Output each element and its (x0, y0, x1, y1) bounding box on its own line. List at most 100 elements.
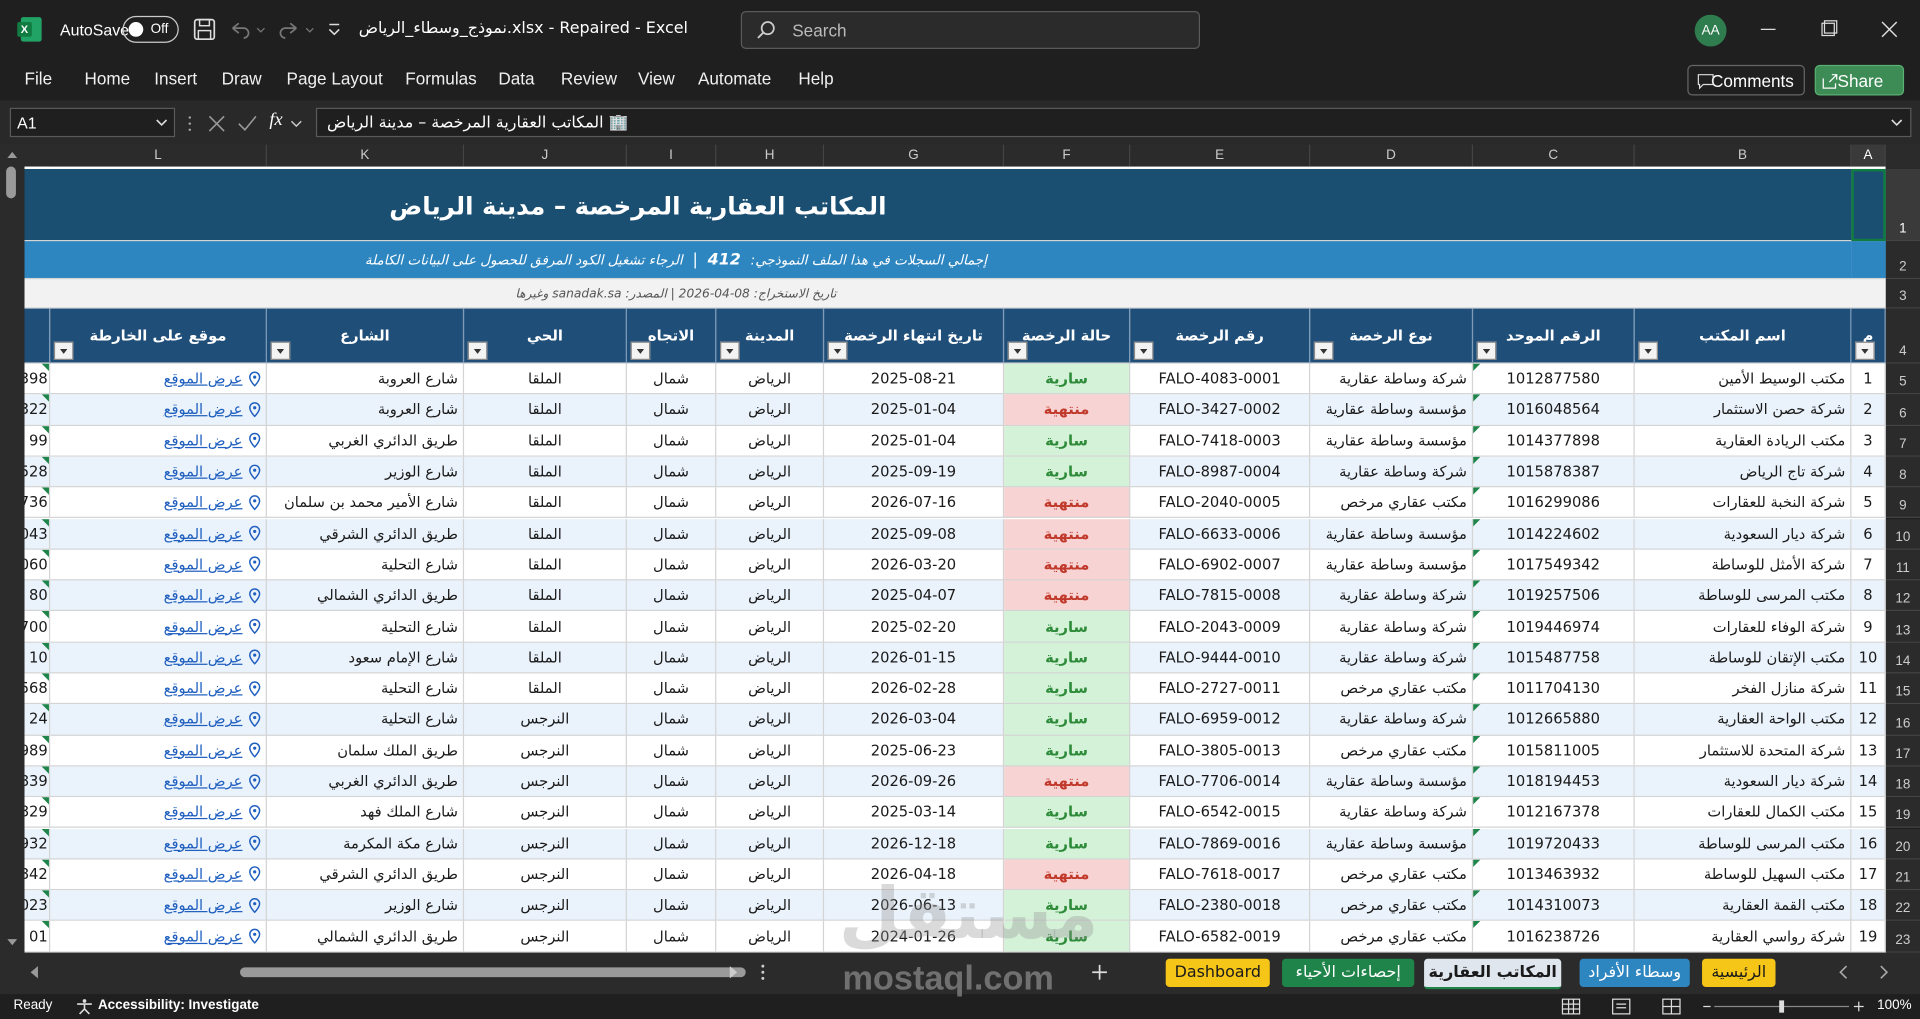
map-link[interactable]: عرض الموقع (163, 462, 243, 481)
ribbon-tab[interactable]: Page Layout (286, 68, 383, 89)
row-header[interactable]: 19 (1885, 797, 1920, 829)
row-header[interactable]: 17 (1885, 735, 1920, 767)
ribbon-tab[interactable]: Automate (697, 68, 772, 89)
scroll-up[interactable] (6, 149, 18, 159)
column-header[interactable]: E (1130, 144, 1311, 167)
map-link[interactable]: عرض الموقع (163, 710, 243, 728)
filter-button[interactable] (1638, 341, 1658, 361)
filter-button[interactable] (1476, 341, 1497, 361)
accessibility-icon[interactable] (76, 998, 93, 1015)
column-header[interactable]: H (716, 144, 825, 167)
ribbon-tab[interactable]: View (637, 68, 675, 89)
row-header[interactable]: 22 (1885, 890, 1920, 922)
filter-button[interactable] (1007, 341, 1028, 361)
row-header[interactable]: 16 (1885, 704, 1920, 736)
row-header[interactable]: 13 (1885, 611, 1920, 643)
column-header[interactable]: B (1634, 144, 1852, 167)
zoom-level[interactable]: 100% (1877, 997, 1912, 1013)
filter-button[interactable] (1133, 341, 1154, 361)
ribbon-tab[interactable]: File (24, 68, 53, 89)
row-header[interactable]: 2 (1885, 241, 1920, 280)
map-link[interactable]: عرض الموقع (163, 679, 243, 697)
search-box[interactable]: Search (740, 11, 1201, 49)
filter-button[interactable] (270, 341, 291, 361)
filter-button[interactable] (467, 341, 488, 361)
map-link[interactable]: عرض الموقع (163, 431, 243, 450)
column-header[interactable]: G (824, 144, 1005, 167)
row-header[interactable]: 21 (1885, 859, 1920, 891)
add-sheet[interactable] (1090, 962, 1110, 982)
map-link[interactable]: عرض الموقع (163, 586, 243, 604)
ribbon-tab[interactable]: Home (84, 68, 131, 89)
column-header[interactable]: A (1851, 144, 1886, 167)
row-header[interactable]: 3 (1885, 279, 1920, 309)
row-header[interactable]: 12 (1885, 580, 1920, 612)
save-icon[interactable] (193, 18, 216, 41)
row-header[interactable]: 20 (1885, 828, 1920, 860)
map-link[interactable]: عرض الموقع (163, 369, 243, 388)
selected-cell-a1[interactable] (1851, 168, 1886, 242)
map-link[interactable]: عرض الموقع (163, 617, 243, 635)
filter-button[interactable] (1855, 341, 1875, 361)
ribbon-tab[interactable]: Review (560, 68, 618, 89)
share-button[interactable]: Share (1814, 64, 1905, 96)
sheet-tab[interactable]: Dashboard (1165, 958, 1270, 987)
tab-scroll[interactable] (1834, 964, 1895, 981)
column-header[interactable]: D (1310, 144, 1474, 167)
status-accessibility[interactable]: Accessibility: Investigate (97, 997, 259, 1013)
column-header[interactable]: J (464, 144, 627, 167)
customize-icon[interactable] (327, 21, 342, 38)
autosave-toggle[interactable]: Off (122, 15, 179, 43)
map-link[interactable]: عرض الموقع (163, 648, 243, 666)
column-header[interactable]: C (1473, 144, 1635, 167)
filter-button[interactable] (827, 341, 848, 361)
map-link[interactable]: عرض الموقع (163, 772, 243, 790)
map-link[interactable]: عرض الموقع (163, 803, 243, 821)
row-header[interactable]: 8 (1885, 456, 1920, 488)
row-header[interactable]: 18 (1885, 766, 1920, 798)
column-header[interactable]: L (50, 144, 267, 167)
formula-buttons[interactable] (184, 113, 313, 135)
row-header[interactable]: 15 (1885, 673, 1920, 705)
vertical-scrollbar[interactable] (0, 144, 25, 953)
map-link[interactable]: عرض الموقع (163, 555, 243, 573)
map-link[interactable]: عرض الموقع (163, 865, 243, 883)
undo-redo[interactable] (228, 18, 314, 40)
map-link[interactable]: عرض الموقع (163, 927, 243, 945)
ribbon-tab[interactable]: Formulas (405, 68, 477, 89)
ribbon-tab[interactable]: Help (798, 68, 834, 89)
ribbon-tab[interactable]: Draw (221, 68, 262, 89)
filter-button[interactable] (1313, 341, 1334, 361)
filter-button[interactable] (630, 341, 651, 361)
row-header[interactable]: 9 (1885, 487, 1920, 519)
sheet-tab[interactable]: وسطاء الأفراد (1579, 958, 1690, 987)
row-header[interactable]: 7 (1885, 425, 1920, 457)
scroll-thumb[interactable] (6, 166, 16, 199)
row-header[interactable]: 23 (1885, 921, 1920, 953)
map-link[interactable]: عرض الموقع (163, 400, 243, 419)
comments-button[interactable]: Comments (1687, 64, 1805, 96)
column-header[interactable]: I (626, 144, 717, 167)
ribbon-tab[interactable]: Insert (154, 68, 198, 89)
ribbon-tab[interactable]: Data (498, 68, 535, 89)
row-header[interactable]: 10 (1885, 518, 1920, 550)
formula-input[interactable]: المكاتب العقارية المرخصة – مدينة الرياض … (315, 107, 1912, 138)
name-box[interactable]: A1 (9, 107, 176, 138)
row-header[interactable]: 1 (1885, 168, 1920, 242)
sheet-tab[interactable]: المكاتب العقارية (1424, 958, 1562, 990)
sheet-tab[interactable]: الرئيسية (1702, 958, 1776, 987)
map-link[interactable]: عرض الموقع (163, 896, 243, 914)
horizontal-scrollbar[interactable] (24, 964, 783, 981)
sheet-tab[interactable]: إحصاءات الأحياء (1282, 958, 1415, 987)
view-controls[interactable] (1560, 997, 1866, 1017)
column-header[interactable]: F (1004, 144, 1131, 167)
row-header[interactable]: 11 (1885, 549, 1920, 581)
row-header[interactable]: 14 (1885, 642, 1920, 674)
filter-button[interactable] (53, 341, 74, 361)
avatar[interactable]: AA (1694, 14, 1727, 47)
row-header[interactable]: 4 (1885, 308, 1920, 364)
row-header[interactable]: 6 (1885, 394, 1920, 426)
map-link[interactable]: عرض الموقع (163, 834, 243, 852)
column-header[interactable]: K (266, 144, 465, 167)
scroll-down[interactable] (6, 938, 18, 948)
